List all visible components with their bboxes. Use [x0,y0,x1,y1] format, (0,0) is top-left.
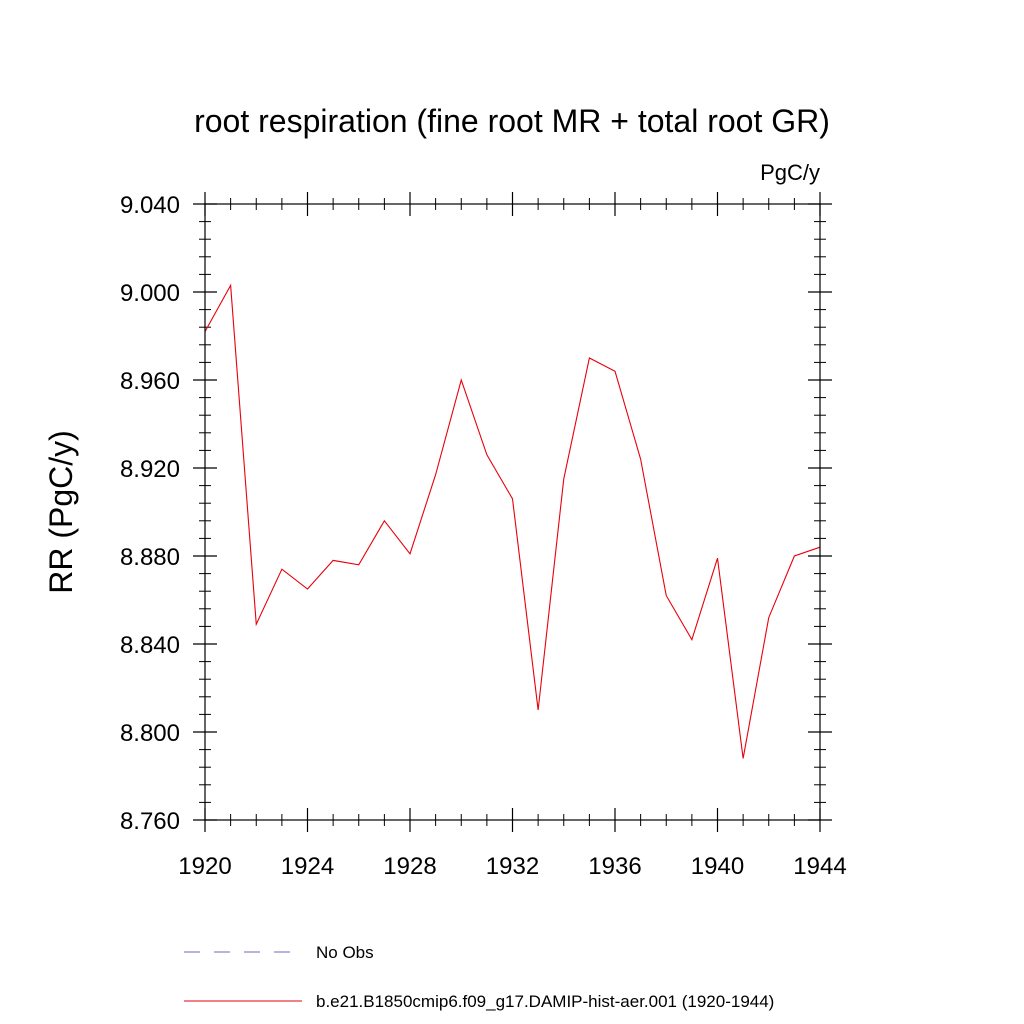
x-tick-label: 1932 [486,853,539,880]
chart-title: root respiration (fine root MR + total r… [194,103,830,139]
legend-label: No Obs [316,943,374,962]
y-tick-label: 8.840 [120,632,180,659]
x-tick-label: 1928 [383,853,436,880]
y-tick-label: 8.880 [120,544,180,571]
y-tick-label: 8.920 [120,456,180,483]
legend-label: b.e21.B1850cmip6.f09_g17.DAMIP-hist-aer.… [316,992,774,1011]
x-tick-label: 1944 [793,853,846,880]
y-tick-label: 9.040 [120,192,180,219]
y-tick-label: 8.800 [120,720,180,747]
units-label: PgC/y [760,160,820,185]
legend: No Obs b.e21.B1850cmip6.f09_g17.DAMIP-his… [184,943,774,1011]
tick-labels: 1920 1924 1928 1932 1936 1940 1944 8.760 8.800 8.… [120,192,847,880]
plot-frame [204,203,821,821]
y-tick-label: 8.960 [120,368,180,395]
series-lines [204,283,821,759]
x-tick-label: 1924 [281,853,334,880]
x-tick-label: 1920 [178,853,231,880]
x-tick-label: 1936 [588,853,641,880]
x-tick-label: 1940 [691,853,744,880]
y-tick-label: 9.000 [120,280,180,307]
y-axis-label: RR (PgC/y) [43,430,79,594]
axis-ticks [193,192,832,832]
series-line [204,283,821,759]
y-tick-label: 8.760 [120,808,180,835]
